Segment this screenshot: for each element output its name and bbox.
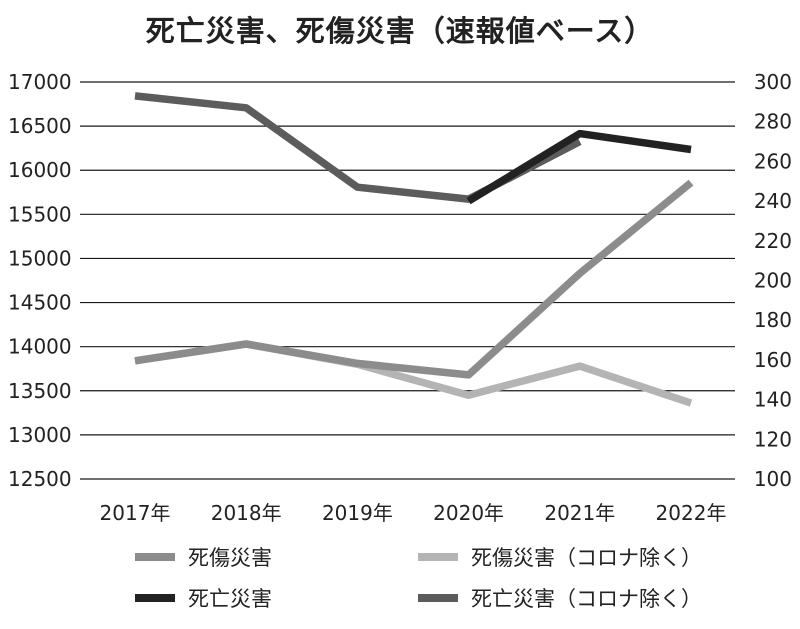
y-right-tick-label: 200 (754, 269, 792, 293)
x-tick-label: 2020年 (433, 501, 504, 525)
y-right-tick-label: 100 (754, 467, 792, 491)
y-left-tick-label: 16000 (8, 158, 72, 182)
y-left-tick-label: 17000 (8, 70, 72, 94)
x-tick-label: 2018年 (211, 501, 282, 525)
y-left-tick-label: 15000 (8, 246, 72, 270)
y-right-tick-label: 280 (754, 110, 792, 134)
y-left-tick-label: 12500 (8, 467, 72, 491)
series-line (134, 340, 693, 407)
chart-title: 死亡災害、死傷災害（速報値ベース） (145, 14, 655, 48)
y-right-tick-label: 180 (754, 308, 792, 332)
series-line (466, 129, 692, 205)
x-tick-label: 2019年 (322, 501, 393, 525)
legend-label: 死傷災害（コロナ除く） (471, 546, 702, 570)
series-line (134, 179, 694, 379)
y-right-tick-label: 160 (754, 348, 792, 372)
y-left-tick-label: 14500 (8, 291, 72, 315)
y-right-tick-label: 120 (754, 427, 792, 451)
legend-label: 死傷災害 (188, 546, 272, 570)
y-right-tick-label: 220 (754, 229, 792, 253)
x-tick-label: 2021年 (544, 501, 615, 525)
legend-label: 死亡災害 (188, 587, 272, 611)
y-left-tick-label: 13000 (8, 423, 72, 447)
y-left-tick-label: 15500 (8, 202, 72, 226)
y-right-tick-label: 140 (754, 388, 792, 412)
x-tick-label: 2017年 (100, 501, 171, 525)
y-right-tick-label: 240 (754, 189, 792, 213)
y-left-tick-label: 14000 (8, 335, 72, 359)
x-tick-label: 2022年 (656, 501, 727, 525)
y-left-tick-label: 16500 (8, 114, 72, 138)
y-left-tick-label: 13500 (8, 379, 72, 403)
legend-label: 死亡災害（コロナ除く） (471, 587, 702, 611)
y-right-tick-label: 260 (754, 149, 792, 173)
y-right-tick-label: 300 (754, 70, 792, 94)
series-line (134, 92, 582, 203)
